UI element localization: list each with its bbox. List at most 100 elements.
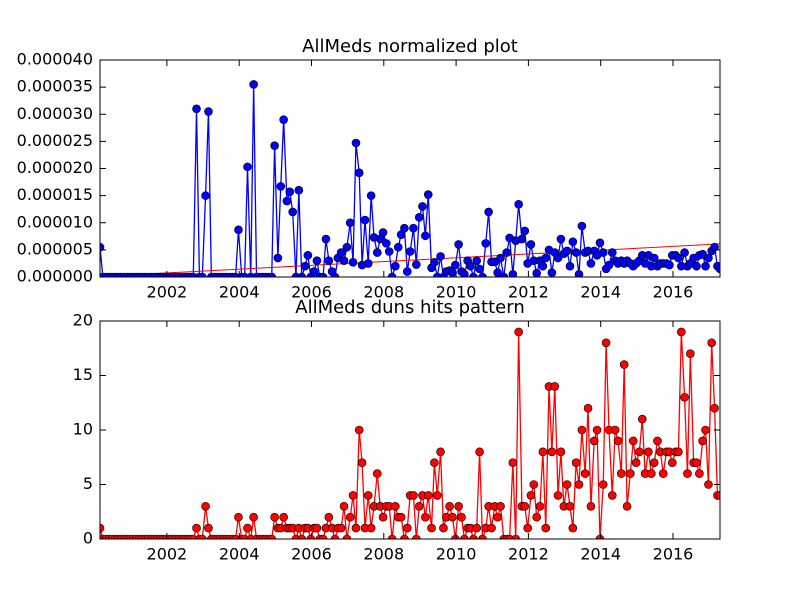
data-point [451,260,460,270]
data-point [667,458,677,468]
data-point [414,501,424,511]
data-point [511,534,521,539]
data-point [198,272,207,277]
data-point [598,480,608,489]
x-tick-label: 2010 [436,545,477,564]
data-point [715,264,720,274]
data-point [393,242,403,252]
data-point [514,327,523,337]
data-point [279,512,288,522]
data-point [469,534,478,539]
data-point [342,534,352,539]
data-point [701,261,710,271]
data-point [520,226,530,236]
data-point [604,260,614,270]
data-point [704,253,713,263]
data-point [610,425,620,435]
data-point [541,253,551,263]
data-point [586,501,596,511]
data-point [330,272,340,277]
data-point [421,231,430,241]
data-point [354,425,364,435]
data-point [556,234,566,244]
data-point [318,272,328,277]
data-point [372,248,382,257]
data-point [321,234,331,244]
data-point [472,523,481,533]
data-point [674,253,683,263]
data-point [677,327,686,337]
data-point [607,491,617,500]
data-point [445,501,454,511]
data-point [631,458,641,468]
data-point [487,523,496,533]
data-point [698,436,707,446]
data-point [550,382,560,391]
data-point [366,523,376,533]
data-point [613,436,623,446]
data-point [427,523,436,533]
data-point [592,425,602,435]
data-point [535,501,545,511]
data-point [448,512,457,522]
trend-line [100,243,720,277]
data-point [391,501,400,511]
data-point [496,253,505,263]
data-point [423,190,433,199]
data-point [339,256,349,266]
data-point [372,469,382,478]
data-point [529,480,539,489]
data-point [571,458,581,468]
data-point [348,491,358,500]
data-point [400,223,409,233]
data-point [499,272,509,277]
data-point [574,269,584,277]
data-point [357,458,367,468]
data-point [423,491,433,500]
y-tick-label: 20 [73,311,93,330]
data-point [312,256,322,266]
y-tick-label: 0.000000 [17,267,93,286]
x-tick-label: 2016 [653,283,694,302]
data-point [402,267,412,276]
data-point [532,512,542,522]
chart-title: AllMeds normalized plot [302,36,518,57]
data-point [577,425,587,435]
x-tick-label: 2004 [219,545,260,564]
data-point [276,182,286,191]
y-tick-label: 0.000010 [17,212,93,231]
y-tick-label: 10 [73,420,93,439]
y-tick-label: 0 [83,529,93,548]
data-point [454,240,463,249]
data-point [692,261,701,271]
data-point [330,534,340,539]
data-point [574,480,584,489]
data-point [607,248,617,257]
data-point [409,223,418,233]
data-point [571,248,581,257]
data-point [680,248,689,257]
data-point [472,256,481,266]
data-point [192,104,201,114]
data-point [249,512,258,522]
data-point [622,501,632,511]
data-point [502,248,512,257]
data-point [378,512,388,522]
data-point [297,272,307,277]
data-point [436,447,445,457]
data-point [309,267,319,276]
data-point [532,268,542,277]
data-point [192,523,201,533]
data-point [475,264,484,274]
data-point [517,234,527,244]
data-point [496,501,505,511]
data-point [637,414,647,424]
data-point [635,447,644,457]
data-point [692,458,701,468]
x-tick-label: 2008 [363,545,404,564]
data-point [336,523,346,533]
x-tick-label: 2008 [363,283,404,302]
data-point [300,261,310,271]
data-point [649,253,659,263]
data-point [351,523,361,533]
